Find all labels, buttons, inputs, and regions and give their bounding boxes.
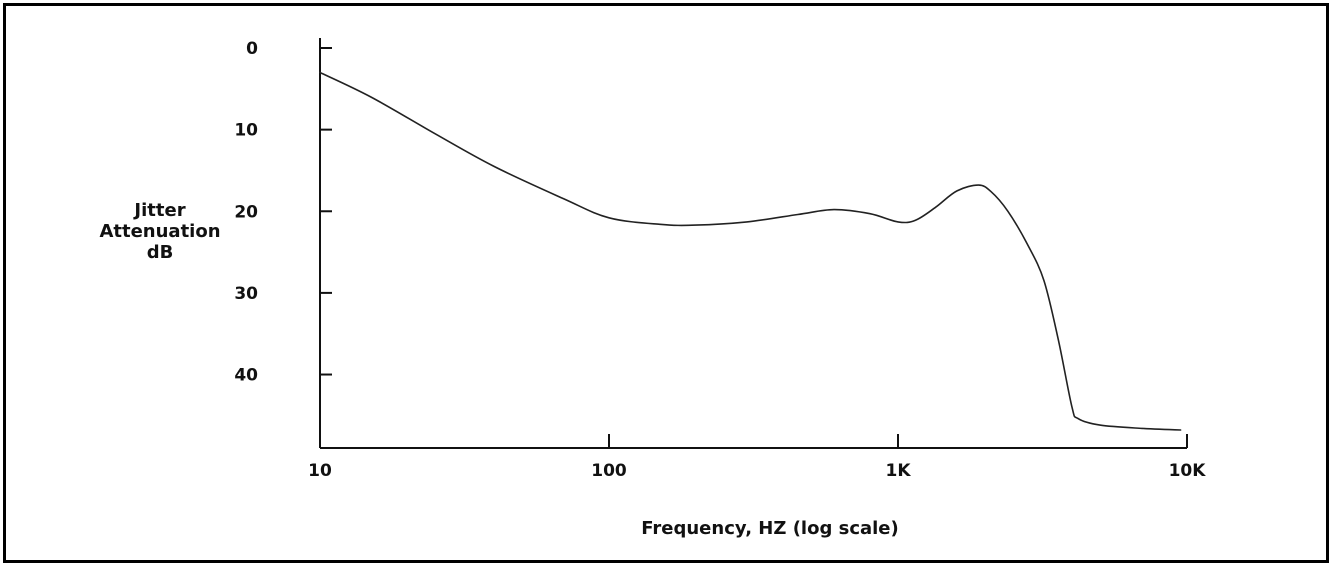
x-tick-label: 10: [308, 461, 332, 481]
x-tick-label: 100: [591, 461, 627, 481]
x-tick-label: 10K: [1169, 461, 1207, 481]
x-tick-label: 1K: [885, 461, 911, 481]
axes: [319, 38, 1187, 449]
series-group: [319, 71, 1182, 431]
y-axis-title-line-2: Attenuation: [99, 221, 220, 242]
ticks: 0 10 20 30 40 10 100 1K 10K: [234, 39, 1206, 481]
y-tick-label: 10: [234, 121, 258, 141]
y-axis-title-line-3: dB: [147, 242, 174, 263]
y-axis-title: Jitter Attenuation dB: [99, 200, 220, 263]
chart-frame: [3, 3, 1329, 563]
series-line: [319, 71, 1182, 431]
y-tick-label: 40: [234, 366, 258, 386]
y-tick-label: 30: [234, 284, 258, 304]
x-axis-title: Frequency, HZ (log scale): [641, 518, 899, 539]
y-tick-label: 20: [234, 202, 258, 222]
y-tick-label: 0: [246, 39, 258, 59]
y-axis-title-line-1: Jitter: [132, 200, 185, 221]
